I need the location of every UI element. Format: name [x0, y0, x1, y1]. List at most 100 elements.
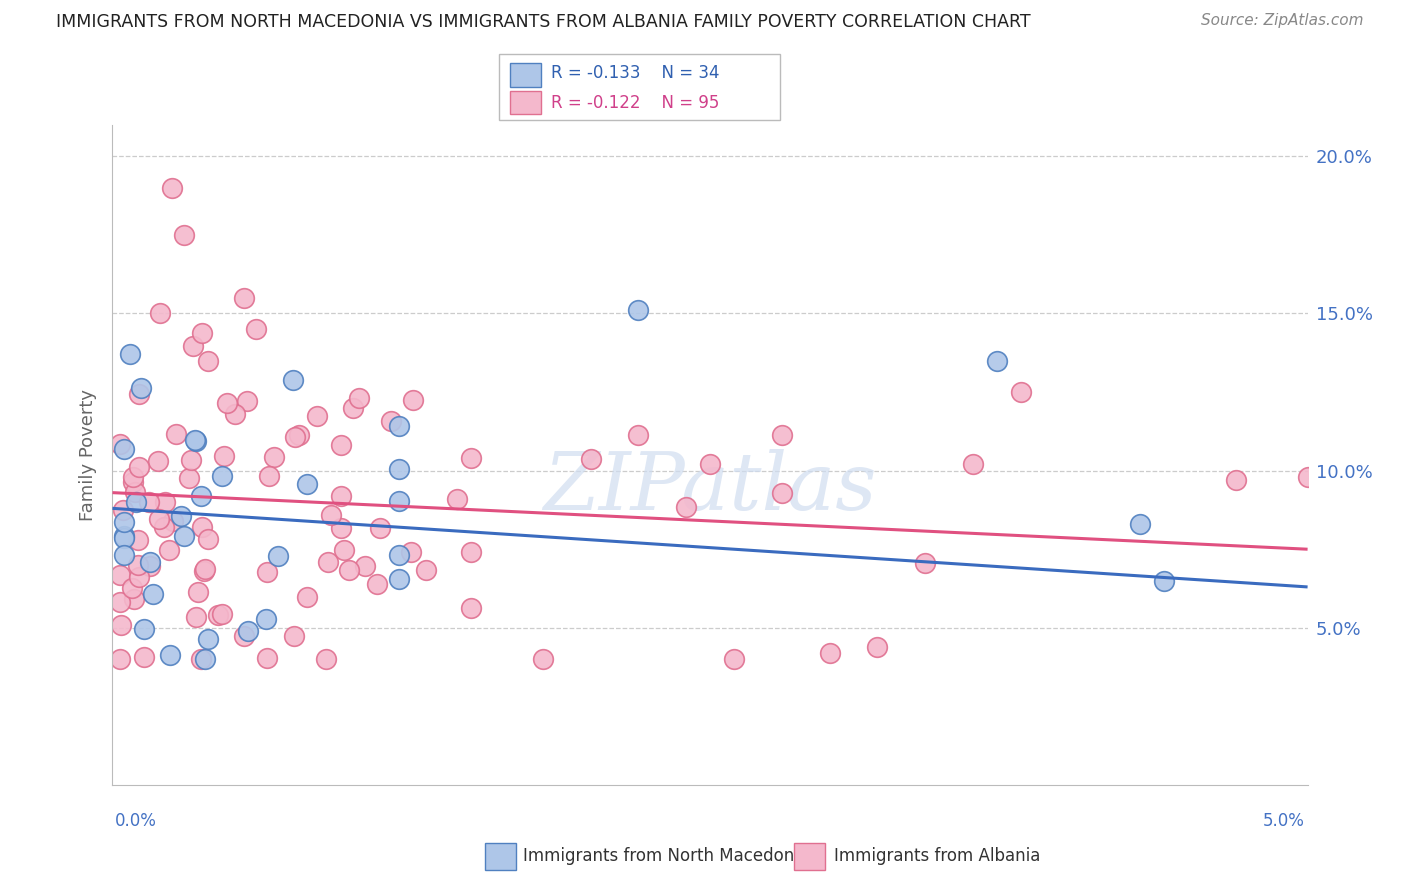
Point: [224, 408, 246, 422]
Point: [1153, 574, 1175, 588]
Point: [108, 567, 131, 582]
Point: [194, 562, 217, 576]
Point: [121, 581, 143, 595]
Point: [232, 291, 256, 305]
Point: [342, 401, 364, 415]
Point: [207, 608, 229, 623]
Point: [307, 409, 329, 423]
Point: [128, 386, 150, 401]
Point: [138, 495, 160, 509]
Point: [128, 460, 150, 475]
Point: [129, 381, 152, 395]
Point: [162, 515, 184, 529]
Point: [245, 322, 267, 336]
Point: [194, 652, 217, 666]
Point: [283, 629, 305, 643]
Point: [723, 652, 745, 666]
Text: R = -0.122    N = 95: R = -0.122 N = 95: [551, 94, 720, 112]
Point: [211, 607, 233, 622]
Point: [368, 521, 391, 535]
Point: [295, 590, 318, 604]
Point: [214, 449, 236, 463]
Point: [215, 396, 238, 410]
Point: [318, 555, 340, 569]
Point: [388, 493, 411, 508]
Point: [315, 652, 337, 666]
Text: Immigrants from North Macedonia: Immigrants from North Macedonia: [523, 847, 808, 865]
Point: [110, 617, 132, 632]
Point: [402, 392, 425, 407]
Point: [187, 584, 209, 599]
Point: [190, 326, 212, 340]
Point: [460, 451, 482, 466]
Point: [127, 533, 149, 547]
Text: Source: ZipAtlas.com: Source: ZipAtlas.com: [1201, 13, 1364, 29]
Point: [388, 419, 411, 434]
Point: [1296, 470, 1319, 484]
Point: [157, 542, 180, 557]
Point: [190, 652, 212, 666]
Point: [121, 475, 143, 489]
Text: IMMIGRANTS FROM NORTH MACEDONIA VS IMMIGRANTS FROM ALBANIA FAMILY POVERTY CORREL: IMMIGRANTS FROM NORTH MACEDONIA VS IMMIG…: [56, 13, 1031, 31]
Point: [211, 469, 233, 483]
Point: [256, 565, 278, 579]
Point: [132, 650, 155, 665]
Point: [329, 489, 352, 503]
Point: [460, 545, 482, 559]
Point: [125, 495, 148, 509]
Point: [165, 427, 187, 442]
Point: [108, 595, 131, 609]
Point: [128, 569, 150, 583]
Point: [627, 303, 650, 318]
Point: [235, 394, 257, 409]
Point: [330, 438, 353, 452]
Point: [155, 495, 177, 509]
Point: [675, 500, 697, 514]
Text: 5.0%: 5.0%: [1263, 812, 1305, 830]
Point: [190, 489, 212, 503]
Point: [148, 512, 170, 526]
Point: [866, 640, 889, 654]
Point: [179, 471, 201, 485]
Point: [388, 462, 411, 476]
Point: [197, 532, 219, 546]
Point: [139, 555, 162, 569]
Text: 0.0%: 0.0%: [115, 812, 157, 830]
Point: [388, 572, 411, 586]
Point: [122, 592, 145, 607]
Point: [446, 491, 468, 506]
Point: [114, 548, 135, 562]
Point: [180, 453, 202, 467]
Point: [139, 558, 162, 573]
Point: [124, 485, 146, 500]
Point: [354, 558, 377, 573]
Point: [121, 469, 143, 483]
Point: [288, 427, 311, 442]
Point: [132, 622, 155, 636]
Point: [111, 503, 134, 517]
Point: [380, 414, 402, 428]
Point: [149, 306, 172, 320]
Point: [114, 531, 135, 545]
Point: [142, 587, 165, 601]
Point: [170, 509, 193, 524]
Point: [118, 347, 141, 361]
Point: [184, 433, 207, 447]
Point: [914, 556, 936, 570]
Point: [254, 612, 277, 626]
Point: [401, 545, 423, 559]
Point: [388, 548, 411, 562]
Point: [148, 454, 170, 468]
Point: [337, 563, 360, 577]
Point: [579, 452, 602, 467]
Point: [162, 180, 183, 194]
Point: [699, 458, 721, 472]
Point: [818, 647, 841, 661]
Point: [193, 565, 215, 579]
Point: [283, 373, 305, 387]
Point: [627, 428, 650, 442]
Point: [114, 515, 135, 529]
Point: [259, 469, 281, 483]
Text: Immigrants from Albania: Immigrants from Albania: [834, 847, 1040, 865]
Point: [190, 520, 212, 534]
